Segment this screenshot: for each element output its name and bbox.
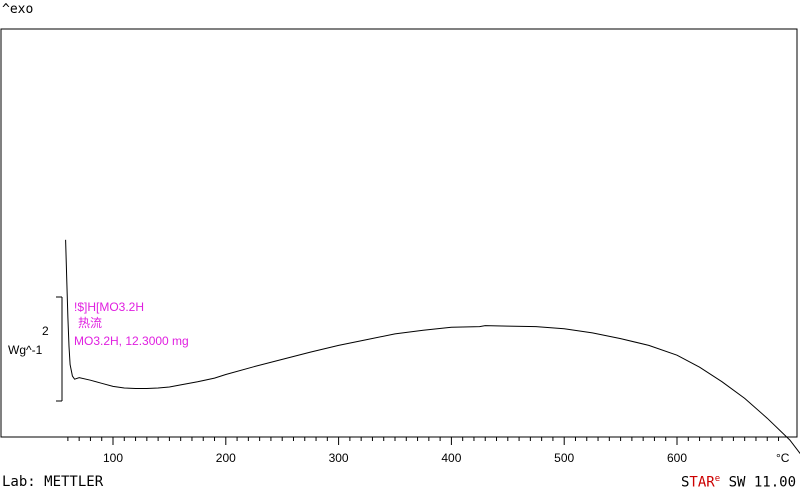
x-tick-label-100: 100: [103, 451, 123, 465]
x-axis-unit-label: °C: [776, 451, 790, 465]
annotation-heat-flow: 热流: [78, 316, 102, 330]
scale-bar-unit: Wg^-1: [8, 343, 43, 357]
dsc-curve: [65, 239, 800, 455]
scale-bar-value: 2: [42, 324, 49, 338]
exo-direction-label: ^exo: [2, 2, 34, 17]
x-tick-label-500: 500: [554, 451, 574, 465]
x-tick-label-200: 200: [216, 451, 236, 465]
software-version: STARe SW 11.00: [681, 474, 796, 491]
star-version: SW 11.00: [720, 474, 796, 491]
x-tick-label-400: 400: [441, 451, 461, 465]
star-s: S: [680, 474, 690, 491]
lab-label: Lab: METTLER: [2, 474, 104, 490]
plot-frame: [0, 28, 798, 438]
star-e: e: [714, 474, 721, 484]
annotation-sample-mass: MO3.2H, 12.3000 mg: [74, 334, 189, 348]
star-tar: TAR: [689, 474, 715, 491]
x-tick-label-300: 300: [329, 451, 349, 465]
x-axis-ticks: 100 200 300 400 500 600: [67, 437, 780, 465]
x-tick-label-600: 600: [667, 451, 687, 465]
annotation-sample-id: !$]H[MO3.2H: [74, 300, 144, 314]
